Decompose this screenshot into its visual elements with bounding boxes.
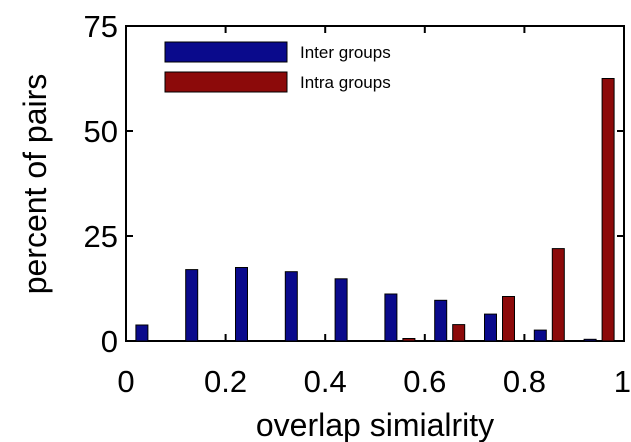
bar-inter-3 [284,271,298,342]
bar-inter-8 [533,329,547,342]
bar-inter-9 [583,338,597,342]
y-tick-label: 50 [84,114,118,149]
ticks-group: 0 0.2 0.4 0.6 0.8 1 0 25 50 75 [84,9,631,399]
bar-intra-7 [502,296,515,342]
y-tick-label: 75 [84,9,118,44]
x-axis-label: overlap simialrity [256,407,494,442]
x-tick-label: 0.6 [403,364,446,399]
bar-inter-7 [484,313,497,342]
bar-inter-5 [384,293,398,342]
legend-label-intra: Intra groups [300,73,391,92]
bar-inter-1 [185,269,199,342]
x-tick-label: 0 [117,364,134,399]
bar-intra-9 [601,78,615,342]
y-tick-label: 0 [101,324,118,359]
bar-inter-0 [135,324,149,342]
legend-label-inter: Inter groups [300,43,391,62]
bar-inter-2 [235,267,248,342]
bar-inter-6 [434,299,448,342]
x-tick-label: 0.4 [304,364,347,399]
legend-swatch-inter [164,41,288,63]
bar-intra-5 [402,338,416,342]
bars-group [135,78,615,342]
legend: Inter groups Intra groups [164,41,391,93]
y-tick-label: 25 [84,219,118,254]
x-tick-label: 1 [614,364,631,399]
legend-swatch-intra [164,71,288,93]
bar-inter-4 [334,278,348,342]
x-tick-label: 0.8 [503,364,546,399]
x-tick-label: 0.2 [204,364,247,399]
bar-intra-8 [551,248,565,342]
y-axis-label: percent of pairs [17,74,53,295]
bar-intra-6 [452,324,466,342]
